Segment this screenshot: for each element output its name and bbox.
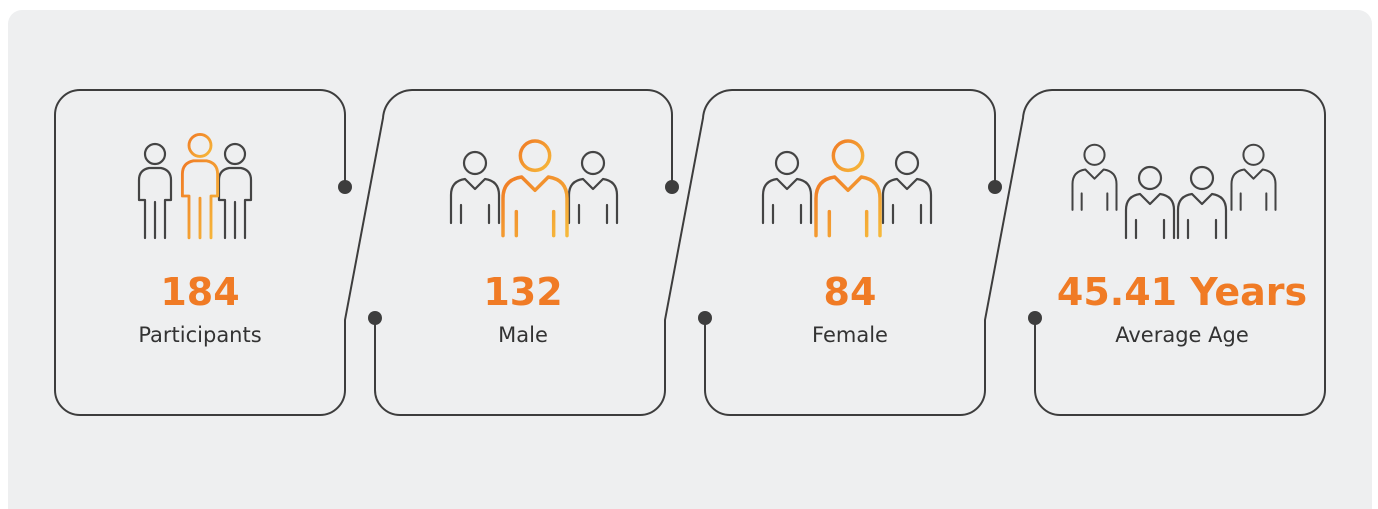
- card-label: Female: [812, 323, 888, 347]
- card-value: 84: [824, 270, 877, 314]
- card-value: 132: [483, 270, 562, 314]
- card-label: Average Age: [1115, 323, 1249, 347]
- frames: [54, 89, 1326, 416]
- card-label: Male: [498, 323, 548, 347]
- background: [8, 10, 1372, 509]
- card-value: 45.41 Years: [1057, 270, 1307, 314]
- card-value: 184: [160, 270, 239, 314]
- card-label: Participants: [138, 323, 261, 347]
